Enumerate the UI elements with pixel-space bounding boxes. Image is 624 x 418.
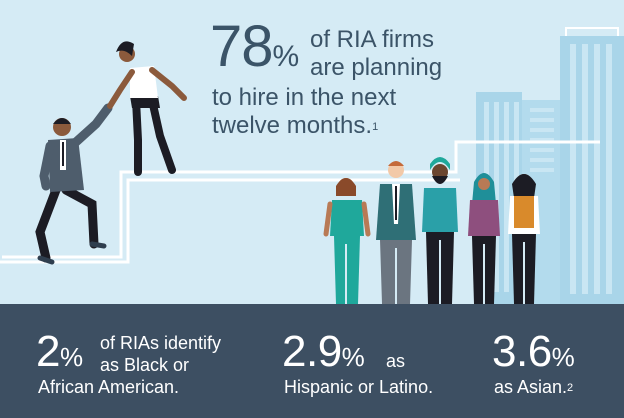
diverse-group-illustration (323, 157, 540, 304)
headline-number: 78 (210, 14, 274, 79)
man-climbing-illustration (35, 103, 113, 265)
stat-1-line-1: of RIAs identify (100, 333, 222, 353)
headline-line-4-text: twelve months. (212, 112, 373, 139)
stat-3-line-1-text: as Asian. (494, 377, 568, 397)
stat-2-line-2: Hispanic or Latino. (284, 377, 434, 397)
stat-3-number: 3.6 (492, 327, 552, 376)
stat-1-percentage: 2% (36, 330, 83, 379)
staircase-illustration (0, 140, 600, 264)
stat-1-line-2: as Black or (100, 355, 190, 375)
stat-3-footnote-marker: 2 (567, 382, 574, 394)
illustration (0, 0, 624, 304)
headline-footnote-marker: 1 (372, 121, 379, 133)
headline-line-2: are planning (310, 54, 443, 81)
headline-line-3: to hire in the next (212, 84, 397, 111)
stat-1-percent-sign: % (59, 342, 83, 372)
stat-2-percent-sign: % (341, 342, 365, 372)
headline-line-4: twelve months.1 (212, 112, 378, 140)
person-5-illustration (508, 174, 540, 304)
headline-percentage: 78% (210, 18, 300, 86)
stat-2-percentage: 2.9% (282, 327, 365, 379)
woman-helping-illustration (107, 41, 187, 176)
stat-2-number: 2.9 (282, 327, 342, 376)
stats-band (0, 304, 624, 418)
headline-percent-sign: % (272, 40, 300, 73)
stat-2-line-1: as (386, 351, 406, 371)
stat-3-percent-sign: % (551, 342, 575, 372)
person-4-illustration (468, 173, 500, 304)
person-3-illustration (422, 157, 458, 304)
person-2-illustration (376, 161, 416, 304)
stat-3-line-1: as Asian.2 (494, 376, 573, 398)
person-1-illustration (323, 178, 371, 304)
stat-1-number: 2 (36, 327, 60, 376)
headline-line-1: of RIA firms (310, 26, 435, 53)
stat-3-percentage: 3.6% (492, 327, 575, 379)
stat-1-line-3: African American. (38, 377, 180, 397)
